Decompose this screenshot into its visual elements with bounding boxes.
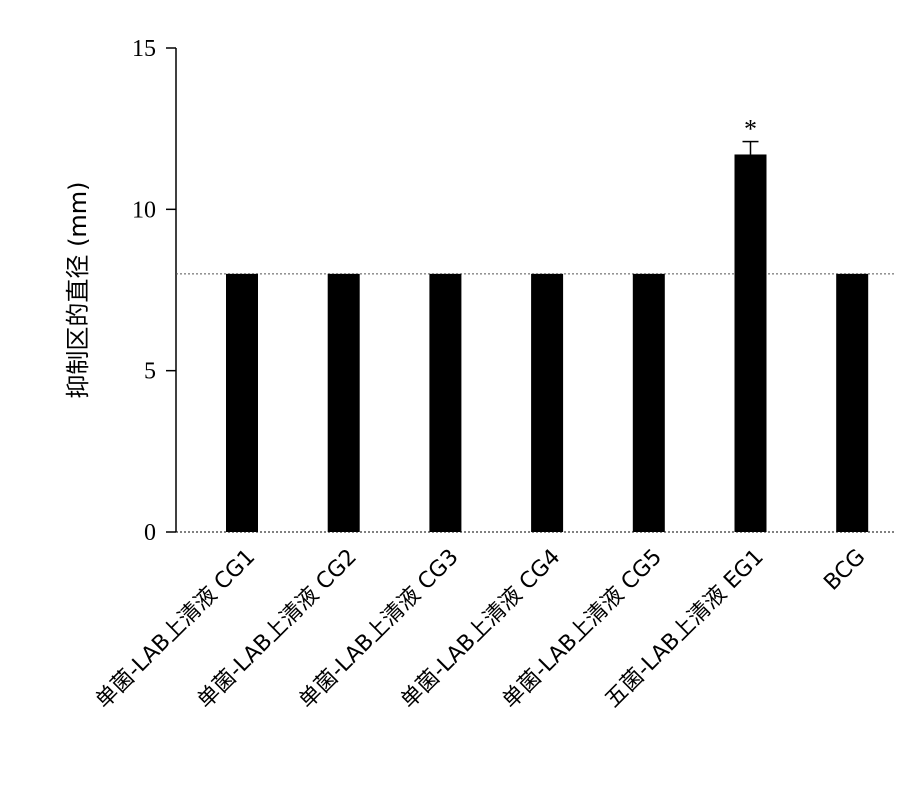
bar [226,274,258,532]
y-axis-label: 抑制区的直径 (mm) [64,181,92,398]
bar [429,274,461,532]
bar [836,274,868,532]
y-tick-label: 0 [144,520,156,546]
bars: * [226,115,868,532]
bar [735,154,767,532]
y-tick-label: 10 [132,197,156,223]
x-tick-label: BCG [819,545,870,596]
bar [531,274,563,532]
significance-marker: * [744,115,757,144]
x-tick-labels: 单菌-LAB上清液 CG1单菌-LAB上清液 CG2单菌-LAB上清液 CG3单… [91,545,870,714]
y-ticks: 0 5 10 15 [132,36,176,546]
y-tick-label: 15 [132,36,156,62]
y-tick-label: 5 [144,359,156,385]
bar [328,274,360,532]
bar [633,274,665,532]
